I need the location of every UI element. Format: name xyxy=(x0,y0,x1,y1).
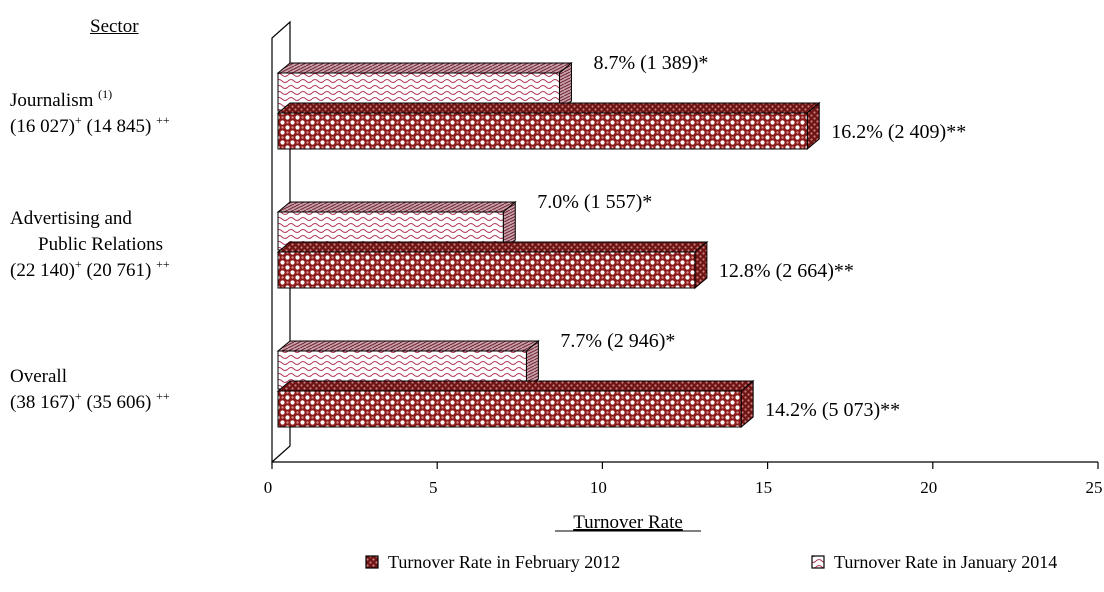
legend-swatch xyxy=(811,555,825,569)
bars xyxy=(276,61,821,429)
legend-label: Turnover Rate in January 2014 xyxy=(834,552,1057,572)
bar xyxy=(277,390,742,428)
data-label: 16.2% (2 409)** xyxy=(831,121,966,143)
x-tick-label: 0 xyxy=(264,478,273,497)
data-label: 7.7% (2 946)* xyxy=(560,330,675,352)
data-labels: 8.7% (1 389)* 16.2% (2 409)** 7.0% (1 557)… xyxy=(537,52,966,421)
x-tick-label: 10 xyxy=(590,478,607,497)
category-label: Overall (38 167)+ (35 606) ++ xyxy=(10,364,170,416)
category-label-line: Overall xyxy=(10,364,170,390)
legend-label: Turnover Rate in February 2012 xyxy=(388,552,620,572)
footnote-marker: ++ xyxy=(156,257,170,271)
x-axis: 0 5 10 15 20 25 Turnover Rate xyxy=(264,461,1103,533)
sample-size: (35 606) xyxy=(81,392,157,413)
footnote-marker: ++ xyxy=(156,389,170,403)
x-tick-label: 5 xyxy=(429,478,438,497)
footnote-marker: + xyxy=(74,389,82,403)
category-label-line: Public Relations xyxy=(10,232,170,258)
category-label-line: (22 140)+ (20 761) ++ xyxy=(10,258,170,284)
category-name: Journalism xyxy=(10,90,94,111)
category-name: Advertising and xyxy=(10,208,132,229)
bar-top xyxy=(276,62,573,74)
category-label: Advertising and Public Relations (22 140)+… xyxy=(10,206,170,284)
x-tick-label: 15 xyxy=(755,478,772,497)
x-tick-label: 20 xyxy=(920,478,937,497)
bar-top xyxy=(276,241,709,253)
data-label: 14.2% (5 073)** xyxy=(765,399,900,421)
bar-top xyxy=(276,201,517,213)
category-label-line: Journalism (1) xyxy=(10,88,170,114)
y-header: Sector xyxy=(90,16,139,37)
footnote-marker: + xyxy=(74,257,82,271)
category-label-line: Advertising and xyxy=(10,206,170,232)
data-label: 8.7% (1 389)* xyxy=(593,52,708,74)
bar-top xyxy=(276,102,821,114)
category-label: Journalism (1) (16 027)+ (14 845) ++ xyxy=(10,88,170,140)
bar xyxy=(277,251,696,289)
category-name: Public Relations xyxy=(38,234,164,255)
footnote-marker: + xyxy=(74,113,82,127)
bar-top xyxy=(276,380,755,392)
data-label: 12.8% (2 664)** xyxy=(719,260,854,282)
sample-size: (38 167) xyxy=(10,392,75,413)
category-label-line: (38 167)+ (35 606) ++ xyxy=(10,390,170,416)
legend-swatch xyxy=(365,555,379,569)
footnote-marker: ++ xyxy=(156,113,170,127)
sample-size: (22 140) xyxy=(10,260,75,281)
legend: Turnover Rate in February 2012 Turnover R… xyxy=(365,552,1057,572)
category-label-line: (16 027)+ (14 845) ++ xyxy=(10,114,170,140)
x-axis-label: Turnover Rate xyxy=(573,512,683,533)
sample-size: (20 761) xyxy=(81,260,157,281)
category-name: Overall xyxy=(10,366,67,387)
footnote-marker: (1) xyxy=(98,87,113,101)
x-tick-label: 25 xyxy=(1086,478,1103,497)
sample-size: (16 027) xyxy=(10,116,75,137)
bar-top xyxy=(276,340,540,352)
data-label: 7.0% (1 557)* xyxy=(537,191,652,213)
bar xyxy=(277,112,808,150)
sample-size: (14 845) xyxy=(81,116,157,137)
